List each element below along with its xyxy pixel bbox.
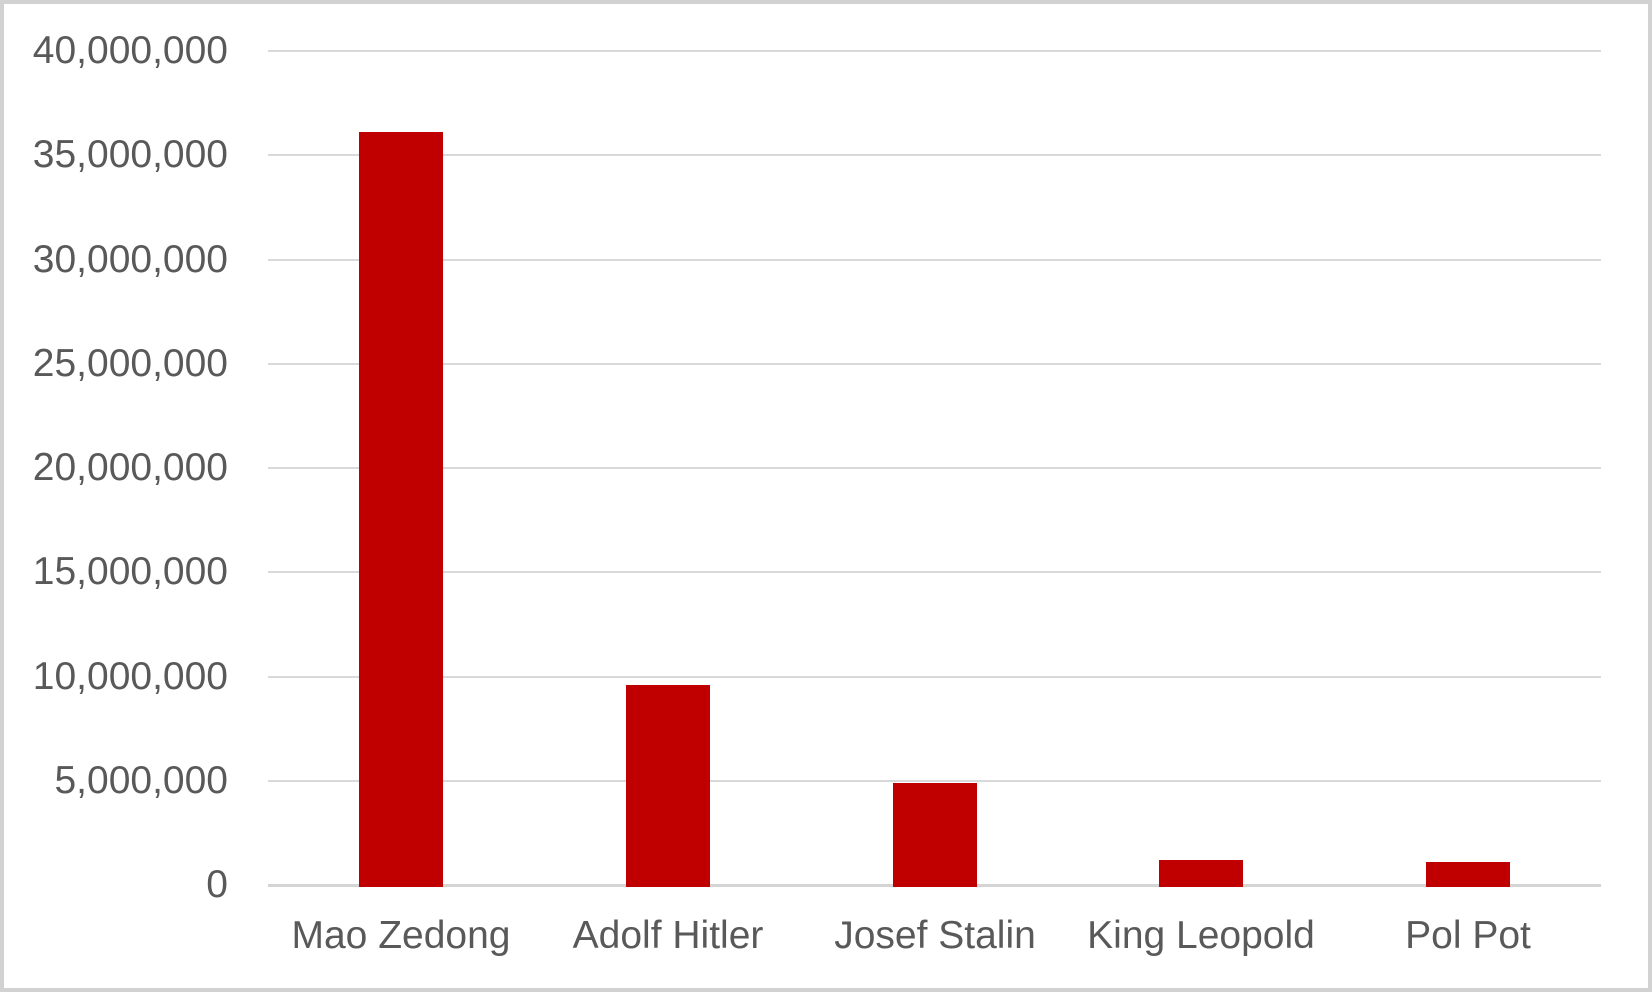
gridline [268,50,1601,52]
gridline [268,154,1601,157]
gridline [268,571,1601,574]
bar-pol-pot [1426,862,1510,887]
y-axis-tick-label: 5,000,000 [54,758,228,802]
y-axis-tick-label: 35,000,000 [32,133,228,177]
y-axis-tick-label: 10,000,000 [32,654,228,698]
y-axis-tick-label: 15,000,000 [32,550,228,594]
y-axis-tick-label: 25,000,000 [32,341,228,385]
y-axis-tick-label: 40,000,000 [32,29,228,72]
category-label-mao-zedong: Mao Zedong [291,914,511,957]
y-axis-tick-label: 0 [206,863,228,906]
gridline [268,779,1601,782]
category-label-josef-stalin: Josef Stalin [834,914,1036,957]
category-label-king-leopold: King Leopold [1087,914,1315,957]
gridline [268,362,1601,365]
bar-king-leopold [1159,860,1243,887]
gridline [268,258,1601,261]
bar-adolf-hitler [626,685,710,887]
bar-josef-stalin [893,783,977,887]
y-axis-tick-label: 30,000,000 [32,237,228,281]
gridline [268,675,1601,678]
category-label-pol-pot: Pol Pot [1405,914,1531,957]
y-axis-tick-label: 20,000,000 [32,446,228,489]
bar-mao-zedong [359,132,443,887]
category-label-adolf-hitler: Adolf Hitler [572,914,764,957]
gridline [268,467,1601,469]
